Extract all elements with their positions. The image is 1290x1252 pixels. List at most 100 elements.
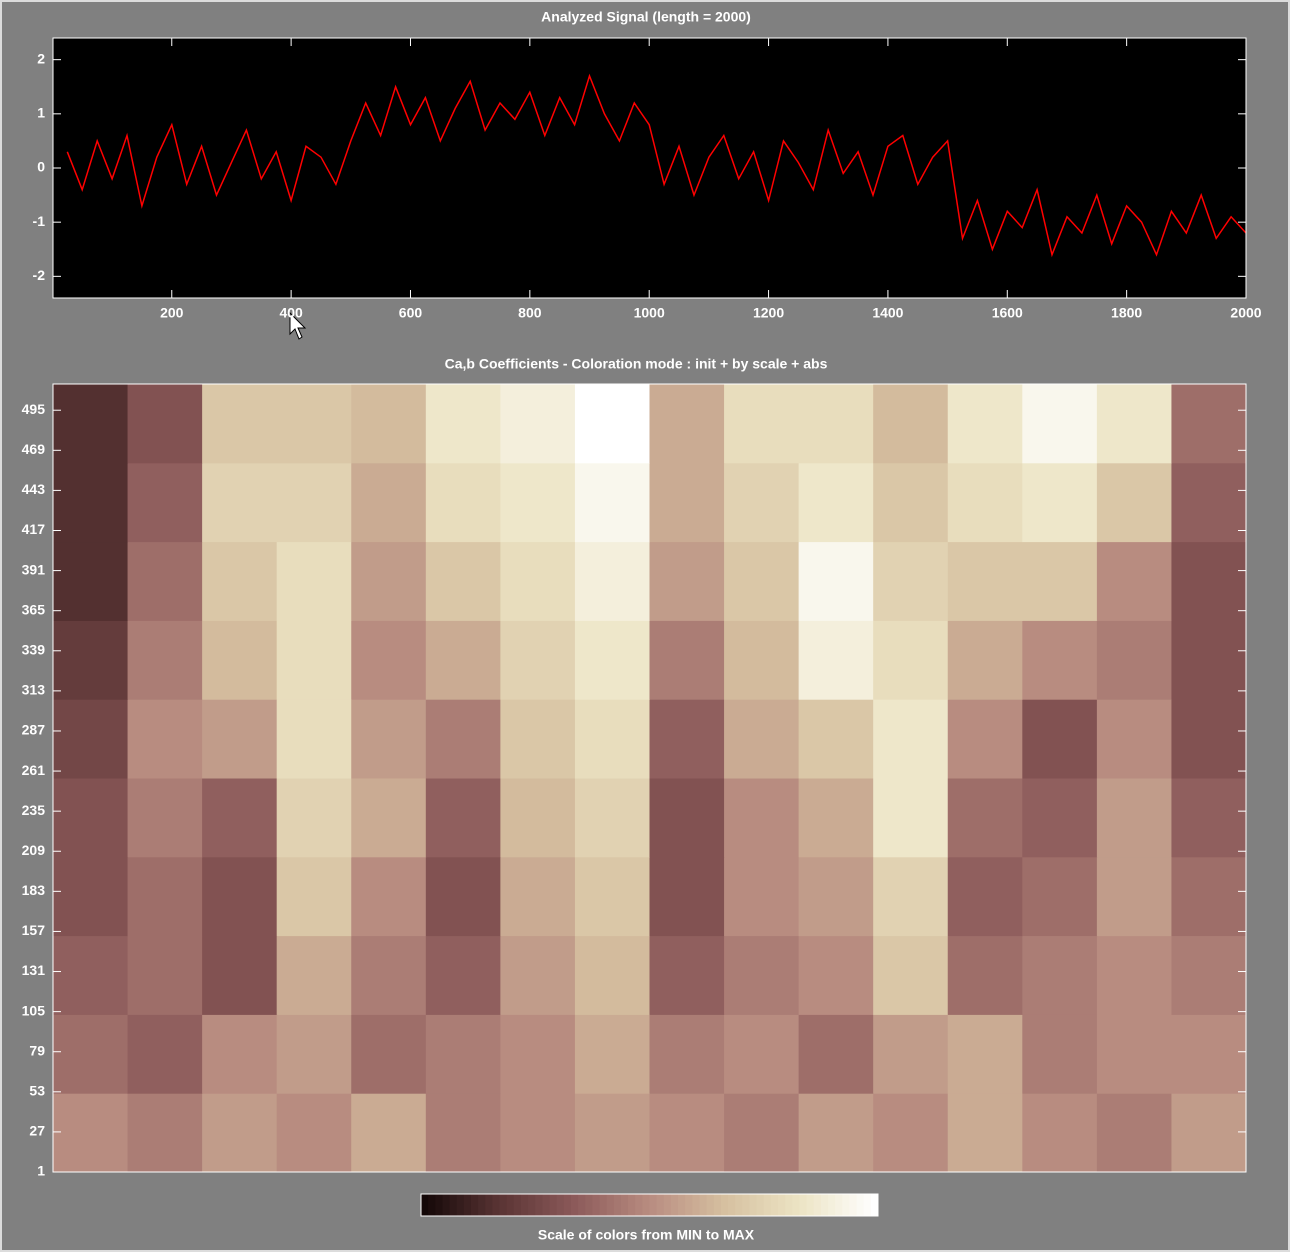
colorbar-swatch [814, 1194, 822, 1216]
colorbar-swatch [564, 1194, 572, 1216]
colorbar-swatch [485, 1194, 493, 1216]
heatmap-cell [426, 857, 501, 936]
heatmap-cell [351, 1093, 426, 1172]
heatmap-cell [873, 542, 948, 621]
heatmap-cell [948, 699, 1023, 778]
heatmap-cell [799, 699, 874, 778]
heatmap-cell [351, 936, 426, 1015]
heatmap-cell [724, 620, 799, 699]
colorbar-swatch [592, 1194, 600, 1216]
heatmap-cell [1097, 384, 1172, 463]
heatmap-cell [1097, 542, 1172, 621]
x-tick-label: 400 [279, 305, 303, 321]
heatmap-cell [1097, 1014, 1172, 1093]
x-tick-label: 200 [160, 305, 184, 321]
heatmap-cell [1022, 699, 1097, 778]
heatmap-cell [799, 857, 874, 936]
heatmap-cell [724, 384, 799, 463]
colorbar-swatch [492, 1194, 500, 1216]
heatmap-cell [277, 620, 352, 699]
heatmap-cell [575, 1093, 650, 1172]
x-tick-label: 1400 [872, 305, 903, 321]
heatmap-cell [500, 620, 575, 699]
heatmap-cell [650, 1014, 725, 1093]
heatmap-cell [277, 1014, 352, 1093]
heatmap-cell [426, 384, 501, 463]
colorbar-swatch [578, 1194, 586, 1216]
colorbar-swatch [621, 1194, 629, 1216]
heatmap-cell [873, 620, 948, 699]
y-tick-label: 469 [22, 441, 46, 457]
colorbar-swatch [828, 1194, 836, 1216]
y-tick-label: 261 [22, 762, 46, 778]
heatmap-cell [202, 542, 277, 621]
x-tick-label: 600 [399, 305, 423, 321]
heatmap-cell [53, 463, 128, 542]
colorbar-swatch [450, 1194, 458, 1216]
heatmap-cell [724, 463, 799, 542]
heatmap-cell [1022, 936, 1097, 1015]
heatmap-cell [53, 857, 128, 936]
colorbar-swatch [528, 1194, 536, 1216]
heatmap-cell [948, 620, 1023, 699]
heatmap-cell [426, 620, 501, 699]
heatmap-cell [1171, 542, 1246, 621]
heatmap-cell [128, 620, 203, 699]
colorbar-swatch [557, 1194, 565, 1216]
y-tick-label: 209 [22, 842, 46, 858]
y-tick-label: 287 [22, 722, 46, 738]
colorbar-swatch [535, 1194, 543, 1216]
heatmap-cell [1097, 620, 1172, 699]
colorbar-swatch [628, 1194, 636, 1216]
signal-title: Analyzed Signal (length = 2000) [541, 9, 751, 25]
colorbar-swatch [735, 1194, 743, 1216]
x-tick-label: 800 [518, 305, 542, 321]
heatmap-cell [575, 699, 650, 778]
y-tick-label: 105 [22, 1002, 46, 1018]
heatmap-cell [650, 778, 725, 857]
heatmap-cell [575, 463, 650, 542]
heatmap-cell [650, 384, 725, 463]
heatmap-cell [650, 463, 725, 542]
heatmap-cell [202, 384, 277, 463]
heatmap-cell [1097, 857, 1172, 936]
y-tick-label: 27 [29, 1123, 45, 1139]
figure-window: Analyzed Signal (length = 2000) Ca,b Coe… [0, 0, 1290, 1252]
colorbar-swatch [507, 1194, 515, 1216]
heatmap-cell [1022, 384, 1097, 463]
heatmap-cell [1022, 857, 1097, 936]
colorbar-swatch [685, 1194, 693, 1216]
colorbar-swatch [521, 1194, 529, 1216]
colorbar-swatch [650, 1194, 658, 1216]
colorbar-swatch [550, 1194, 558, 1216]
heatmap-cell [277, 857, 352, 936]
heatmap-cell [128, 384, 203, 463]
colorbar-swatch [664, 1194, 672, 1216]
heatmap-cell [1022, 1014, 1097, 1093]
heatmap-cell [575, 778, 650, 857]
y-tick-label: 0 [37, 159, 45, 175]
heatmap-cell [799, 463, 874, 542]
heatmap-cell [500, 542, 575, 621]
heatmap-cell [426, 1014, 501, 1093]
heatmap-cell [799, 1014, 874, 1093]
heatmap-cell [1171, 699, 1246, 778]
colorbar-swatch [757, 1194, 765, 1216]
heatmap-cell [426, 542, 501, 621]
heatmap-cell [351, 384, 426, 463]
x-tick-label: 1600 [992, 305, 1023, 321]
colorbar-swatch [799, 1194, 807, 1216]
heatmap-cell [53, 1093, 128, 1172]
colorbar-swatch [842, 1194, 850, 1216]
colorbar-swatch [642, 1194, 650, 1216]
y-tick-label: -2 [33, 267, 46, 283]
heatmap-cell [202, 620, 277, 699]
heatmap-cell [799, 542, 874, 621]
heatmap-cell [1097, 699, 1172, 778]
heatmap-cell [650, 620, 725, 699]
heatmap-cell [724, 857, 799, 936]
heatmap-cell [650, 1093, 725, 1172]
colorbar-swatch [428, 1194, 436, 1216]
heatmap-cell [426, 936, 501, 1015]
y-tick-label: 495 [22, 401, 46, 417]
